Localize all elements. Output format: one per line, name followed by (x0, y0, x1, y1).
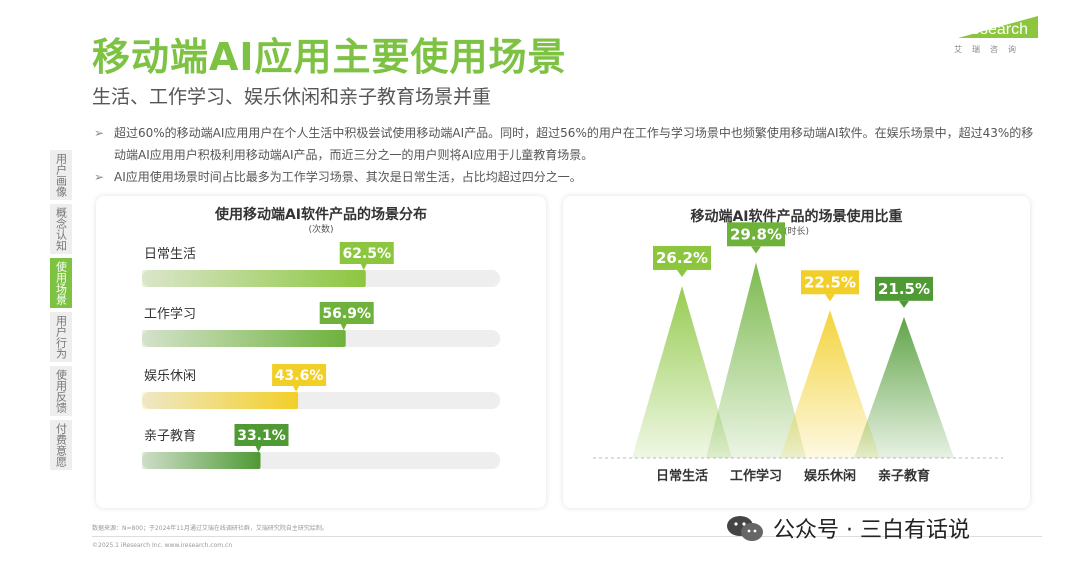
sidenav-item-usage-scenarios[interactable]: 使用场景 (50, 258, 72, 308)
data-label: 26.2% (656, 249, 708, 267)
peak (854, 316, 954, 458)
data-label: 43.6% (275, 368, 324, 384)
category-label: 日常生活 (144, 247, 196, 262)
arrow-icon: ➢ (94, 170, 105, 184)
iresearch-logo: iResearch 艾瑞咨询 (952, 14, 1042, 62)
value-badge (339, 242, 394, 264)
data-label: 22.5% (804, 273, 856, 291)
category-label: 工作学习 (730, 468, 782, 484)
bar (142, 330, 346, 347)
chart-panel-duration: 移动端AI软件产品的场景使用比重 (时长) 26.2% 日常生活 29.8% 工作学习… (563, 196, 1030, 508)
bullet-item: ➢ 超过60%的移动端AI应用用户在个人生活中积极尝试使用移动端AI产品。同时，… (94, 122, 1039, 166)
value-badge (727, 222, 785, 247)
logo-swoosh-icon (958, 16, 1038, 38)
data-label: 56.9% (322, 306, 371, 322)
chart-note: (次数) (308, 225, 334, 235)
chart-title: 移动端AI软件产品的场景使用比重 (690, 209, 903, 225)
bar (142, 392, 299, 409)
sidenav-item-user-behavior[interactable]: 用户行为 (50, 312, 72, 362)
sidenav-item-user-profile[interactable]: 用户画像 (50, 150, 72, 200)
badge-pointer (340, 324, 347, 330)
sidenav-item-feedback[interactable]: 使用反馈 (50, 366, 72, 416)
summary-bullets: ➢ 超过60%的移动端AI应用用户在个人生活中积极尝试使用移动端AI产品。同时，… (94, 122, 1039, 188)
peak (632, 285, 732, 458)
value-badge (875, 276, 933, 301)
category-label: 娱乐休闲 (144, 369, 196, 384)
badge-pointer (360, 264, 367, 270)
logo-subtext: 艾瑞咨询 (954, 45, 1026, 54)
footer-divider (92, 536, 1042, 537)
badge-pointer (293, 386, 300, 392)
bullet-text: 超过60%的移动端AI应用用户在个人生活中积极尝试使用移动端AI产品。同时，超过… (114, 126, 1034, 162)
wechat-icon (725, 513, 765, 543)
badge-pointer (899, 300, 909, 308)
badge-pointer (255, 446, 262, 452)
chart-panel-frequency: 使用移动端AI软件产品的场景分布 (次数) 日常生活 62.5% 工作学习 56.9%… (96, 196, 546, 508)
chart-note: (时长) (783, 227, 810, 237)
wechat-watermark: 公众号 · 三白有话说 (725, 512, 970, 544)
badge-pointer (825, 294, 835, 302)
bullet-text: AI应用使用场景时间占比最多为工作学习场景、其次是日常生活，占比均超过四分之一。 (114, 170, 582, 184)
data-label: 29.8% (730, 225, 782, 243)
data-source: 数据来源：N=800；于2024年11月通过艾瑞在线调研社群，艾瑞研究院自主研究… (92, 525, 328, 532)
arrow-icon: ➢ (94, 126, 105, 140)
category-label: 工作学习 (144, 306, 196, 322)
watermark-text: 公众号 · 三白有话说 (773, 518, 970, 543)
side-navigation: 用户画像 概念认知 使用场景 用户行为 使用反馈 付费意愿 (50, 150, 72, 474)
peak (706, 262, 806, 458)
peak (780, 310, 880, 458)
category-label: 日常生活 (656, 468, 708, 484)
data-label: 33.1% (237, 428, 286, 444)
badge-pointer (677, 269, 687, 277)
category-label: 亲子教育 (144, 428, 196, 444)
copyright: ©2025.1 iResearch Inc. www.iresearch.com… (92, 542, 233, 549)
category-label: 亲子教育 (878, 468, 930, 484)
value-badge (272, 364, 327, 386)
sidenav-item-concept[interactable]: 概念认知 (50, 204, 72, 254)
value-badge (653, 245, 711, 270)
category-label: 娱乐休闲 (804, 468, 856, 484)
peak-chart: 26.2% 日常生活 29.8% 工作学习 22.5% 娱乐休闲 21.5% 亲子教育 (593, 222, 1003, 484)
chart-title: 使用移动端AI软件产品的场景分布 (214, 207, 428, 223)
bar (142, 270, 366, 287)
logo-wordmark: iResearch (956, 21, 1029, 38)
sidenav-item-payment[interactable]: 付费意愿 (50, 420, 72, 470)
page-title: 移动端AI应用主要使用场景 (92, 35, 567, 79)
value-badge (234, 424, 289, 446)
page-subtitle: 生活、工作学习、娱乐休闲和亲子教育场景并重 (92, 86, 492, 108)
value-badge (319, 302, 374, 324)
bullet-item: ➢ AI应用使用场景时间占比最多为工作学习场景、其次是日常生活，占比均超过四分之… (94, 166, 1039, 188)
data-label: 21.5% (878, 280, 930, 298)
bar-chart: 日常生活 62.5% 工作学习 56.9% 娱乐休闲 43.6% 亲子教育 33.1% (142, 242, 500, 469)
bar (142, 452, 261, 469)
badge-pointer (751, 246, 761, 254)
data-label: 62.5% (342, 246, 391, 262)
value-badge (801, 270, 859, 295)
